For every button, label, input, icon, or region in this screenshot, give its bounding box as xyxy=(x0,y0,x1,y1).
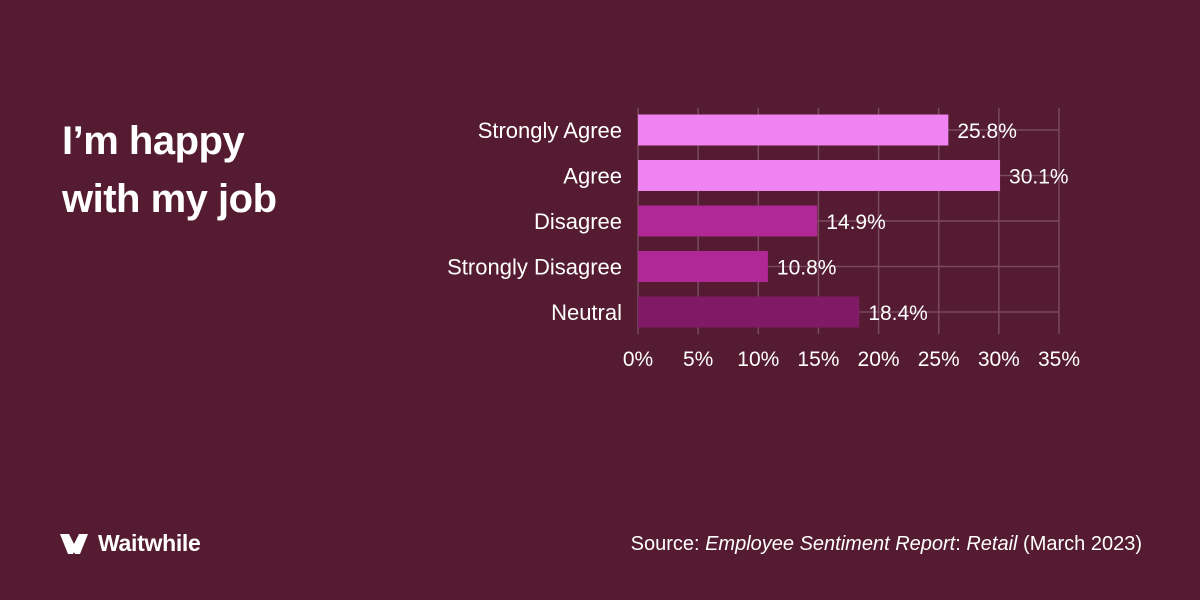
source-title: Employee Sentiment Report xyxy=(705,533,956,555)
category-label: Neutral xyxy=(551,300,622,325)
category-label: Disagree xyxy=(534,209,622,234)
headline-line-1: I’m happy xyxy=(62,119,245,163)
labels: Strongly Agree 25.8% Agree 30.1% Disagree 14.… xyxy=(447,118,1080,371)
x-tick-label: 35% xyxy=(1038,348,1080,371)
x-tick-label: 10% xyxy=(737,348,779,371)
x-tick-label: 30% xyxy=(978,348,1020,371)
x-tick-label: 15% xyxy=(797,348,839,371)
value-label: 14.9% xyxy=(826,211,886,234)
x-tick-label: 25% xyxy=(918,348,960,371)
source-subtitle: Retail xyxy=(966,533,1018,555)
x-tick-label: 0% xyxy=(623,348,653,371)
category-label: Strongly Disagree xyxy=(447,255,622,280)
bar xyxy=(638,296,860,328)
headline: I’m happy with my job xyxy=(62,112,362,228)
value-label: 10.8% xyxy=(777,257,837,280)
source-colon: : xyxy=(955,533,967,555)
brand-name: Waitwhile xyxy=(98,530,201,556)
value-label: 30.1% xyxy=(1009,166,1069,189)
bar xyxy=(638,251,768,282)
source-date: (March 2023) xyxy=(1017,533,1142,555)
bar xyxy=(638,114,949,146)
category-label: Agree xyxy=(563,164,622,189)
value-label: 25.8% xyxy=(957,120,1017,143)
bar xyxy=(638,205,818,237)
bar xyxy=(638,160,1001,191)
brand-logo: Waitwhile xyxy=(60,530,201,557)
source-citation: Source: Employee Sentiment Report: Retai… xyxy=(631,533,1142,556)
category-label: Strongly Agree xyxy=(478,118,622,143)
x-tick-label: 20% xyxy=(858,348,900,371)
source-prefix: Source: xyxy=(630,533,706,555)
waitwhile-logo-icon xyxy=(60,533,88,554)
headline-line-2: with my job xyxy=(62,177,277,221)
value-label: 18.4% xyxy=(868,302,928,325)
bars xyxy=(638,114,1001,328)
x-tick-label: 5% xyxy=(683,348,713,371)
